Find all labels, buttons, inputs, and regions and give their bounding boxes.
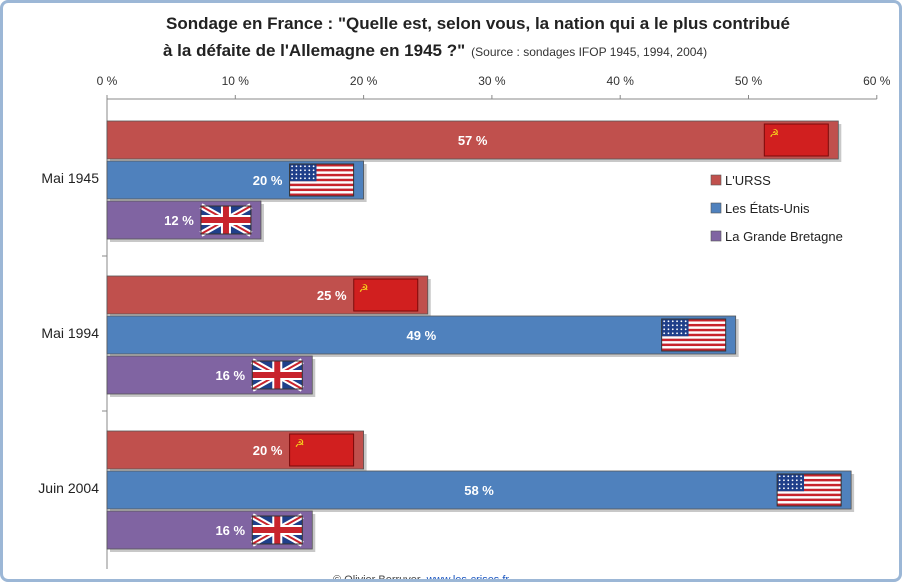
legend-swatch	[710, 202, 722, 214]
uk-flag-icon	[250, 513, 304, 547]
bar	[106, 120, 839, 160]
chart-title-line2: à la défaite de l'Allemagne en 1945 ?" (S…	[163, 41, 707, 60]
category-label: Juin 2004	[38, 480, 99, 496]
legend-label: L'URSS	[725, 173, 771, 188]
footer-credit: © Olivier Berruyer www.les-crises.fr	[333, 574, 509, 582]
x-tick-label: 0 %	[97, 74, 118, 88]
chart-title-line1: Sondage en France : "Quelle est, selon v…	[166, 14, 790, 33]
data-label: 12 %	[164, 213, 194, 228]
data-label: 20 %	[253, 173, 283, 188]
x-tick-label: 60 %	[863, 74, 891, 88]
usa-flag-icon	[661, 318, 727, 352]
category-label: Mai 1994	[41, 325, 99, 341]
legend-swatch	[710, 174, 722, 186]
bar	[106, 470, 852, 510]
data-label: 20 %	[253, 443, 283, 458]
ussr-flag-icon: ☭	[763, 123, 829, 157]
legend-swatch	[710, 230, 722, 242]
x-tick-label: 30 %	[478, 74, 506, 88]
data-label: 58 %	[464, 483, 494, 498]
uk-flag-icon	[250, 358, 304, 392]
svg-text:☭: ☭	[295, 437, 305, 450]
svg-text:☭: ☭	[359, 282, 369, 295]
x-tick-label: 10 %	[222, 74, 250, 88]
uk-flag-icon	[199, 203, 253, 237]
legend: L'URSS Les États-Unis La Grande Bretagne	[710, 173, 843, 244]
chart-subtitle: (Source : sondages IFOP 1945, 1994, 2004…	[471, 45, 707, 59]
bar	[106, 315, 737, 355]
usa-flag-icon	[289, 163, 355, 197]
bars: Mai 1945 ☭ 57 % 20 % 12 % Mai 1994 ☭ 25 % 49 % 16…	[38, 120, 855, 552]
data-label: 16 %	[215, 523, 245, 538]
data-label: 16 %	[215, 368, 245, 383]
data-label: 25 %	[317, 288, 347, 303]
svg-text:☭: ☭	[769, 127, 779, 140]
x-tick-label: 40 %	[607, 74, 635, 88]
ussr-flag-icon: ☭	[289, 433, 355, 467]
legend-label: La Grande Bretagne	[725, 229, 843, 244]
legend-label: Les États-Unis	[725, 201, 810, 216]
x-tick-label: 20 %	[350, 74, 378, 88]
usa-flag-icon	[776, 473, 842, 507]
footer-author: © Olivier Berruyer	[333, 574, 421, 582]
chart-svg: Sondage en France : "Quelle est, selon v…	[38, 14, 891, 582]
ussr-flag-icon: ☭	[353, 278, 419, 312]
chart-title-line2-text: à la défaite de l'Allemagne en 1945 ?"	[163, 41, 465, 60]
data-label: 57 %	[458, 133, 488, 148]
category-label: Mai 1945	[41, 170, 99, 186]
x-tick-label: 50 %	[735, 74, 763, 88]
footer-site-link[interactable]: www.les-crises.fr	[426, 574, 510, 582]
data-label: 49 %	[407, 328, 437, 343]
